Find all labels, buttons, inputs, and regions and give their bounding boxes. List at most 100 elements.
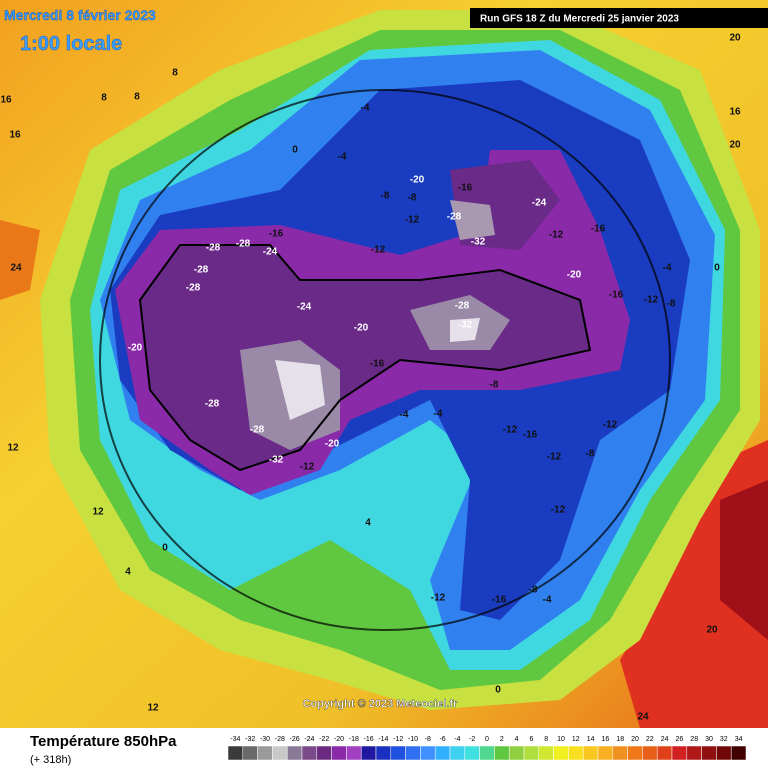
contour-label: -8	[490, 380, 499, 391]
color-scale-label: -20	[334, 736, 344, 743]
contour-label: 0	[495, 685, 501, 696]
contour-label: -28	[447, 212, 462, 223]
contour-label: 20	[729, 140, 741, 151]
color-scale-label: 24	[661, 736, 669, 743]
color-scale-label: 28	[690, 736, 698, 743]
contour-label: -8	[381, 191, 390, 202]
color-swatch	[553, 745, 569, 761]
contour-label: -28	[194, 265, 209, 276]
color-swatch	[612, 745, 628, 761]
color-scale-label: -4	[454, 736, 460, 743]
contour-label: -12	[431, 593, 446, 604]
color-swatch	[360, 745, 377, 761]
contour-label: -16	[269, 229, 284, 240]
color-scale-label: -34	[230, 736, 240, 743]
contour-label: 8	[172, 68, 178, 79]
color-scale-label: 4	[515, 736, 519, 743]
color-swatch	[405, 745, 421, 761]
contour-label: -24	[263, 247, 278, 258]
color-swatch	[597, 745, 614, 761]
contour-label: -12	[371, 245, 386, 256]
color-scale-label: -22	[319, 736, 329, 743]
band-grey	[450, 200, 495, 240]
contour-label: 20	[706, 625, 718, 636]
color-swatch	[730, 745, 747, 761]
run-info: Run GFS 18 Z du Mercredi 25 janvier 2023	[480, 14, 679, 25]
contour-label: 8	[134, 92, 140, 103]
contour-label: 16	[729, 107, 741, 118]
contour-label: -28	[455, 301, 470, 312]
forecast-date: Mercredi 8 février 2023	[4, 7, 156, 23]
contour-label: 4	[125, 567, 131, 578]
color-swatch	[301, 745, 318, 761]
contour-label: -4	[338, 152, 347, 163]
contour-line	[138, 244, 592, 472]
color-swatch	[568, 745, 584, 761]
contour-label: -20	[325, 439, 340, 450]
contour-label: -28	[236, 239, 251, 250]
contour-label: -20	[410, 175, 425, 186]
color-scale-label: -2	[469, 736, 475, 743]
color-scale-label: 18	[616, 736, 624, 743]
color-scale-label: 14	[587, 736, 595, 743]
color-scale-label: -24	[304, 736, 314, 743]
contour-label: -16	[458, 183, 473, 194]
map-labels: -28 -28 -16 -24 -28 -28 -20 -28 -28 -32 -20 -12 -24 -…	[0, 33, 741, 723]
legend-title: Température 850hPa	[30, 733, 177, 750]
warm-area	[720, 480, 768, 640]
contour-label: -28	[186, 283, 201, 294]
contour-label: -16	[370, 359, 385, 370]
contour-label: -16	[591, 224, 606, 235]
color-scale-label: 22	[646, 736, 654, 743]
band-white	[275, 360, 325, 420]
color-swatch	[316, 745, 332, 761]
contour-label: 16	[0, 95, 12, 106]
contour-label: -32	[269, 455, 284, 466]
map	[0, 0, 768, 728]
color-scale: -34 -32 -30 -28 -26 -24 -22 -20 -18 -16 -14 -12 -10-…	[227, 736, 747, 761]
contour-label: 20	[729, 33, 741, 44]
color-scale-label: -6	[439, 736, 445, 743]
contour-label: -4	[543, 595, 552, 606]
color-swatch	[272, 745, 288, 761]
color-swatch	[227, 745, 244, 761]
color-swatch	[538, 745, 554, 761]
contour-label: 24	[10, 263, 22, 274]
contour-label: -20	[128, 343, 143, 354]
color-swatch	[464, 745, 480, 761]
color-scale-label: -18	[349, 736, 359, 743]
color-scale-label: 8	[544, 736, 548, 743]
color-swatch	[523, 745, 540, 761]
color-scale-label: 16	[602, 736, 610, 743]
run-box	[470, 8, 768, 28]
color-swatch	[390, 745, 406, 761]
color-swatch	[494, 745, 510, 761]
contour-label: -28	[205, 399, 220, 410]
contour-label: 0	[714, 263, 720, 274]
color-swatch	[375, 745, 392, 761]
copyright: Copyright © 2023 Meteociel.fr	[303, 698, 459, 710]
legend-subtitle: (+ 318h)	[30, 754, 71, 766]
color-swatch	[346, 745, 362, 761]
color-swatch	[420, 745, 436, 761]
contour-label: -16	[523, 430, 538, 441]
color-scale-label: -28	[275, 736, 285, 743]
color-swatch	[449, 745, 466, 761]
contour-line	[99, 89, 671, 631]
contour-label: 12	[147, 703, 159, 714]
color-scale-label: 12	[572, 736, 580, 743]
color-scale-label: 34	[735, 736, 743, 743]
color-scale-label: -32	[245, 736, 255, 743]
color-scale-label: 2	[500, 736, 504, 743]
contour-label: -12	[503, 425, 518, 436]
contour-label: -32	[458, 320, 473, 331]
contour-label: 0	[162, 543, 168, 554]
color-swatch	[582, 745, 599, 761]
color-scale-label: -14	[378, 736, 388, 743]
color-swatch	[642, 745, 658, 761]
warm-area	[0, 220, 40, 300]
contour-label: -8	[667, 299, 676, 310]
color-scale-label: 6	[529, 736, 533, 743]
color-swatch	[434, 745, 451, 761]
